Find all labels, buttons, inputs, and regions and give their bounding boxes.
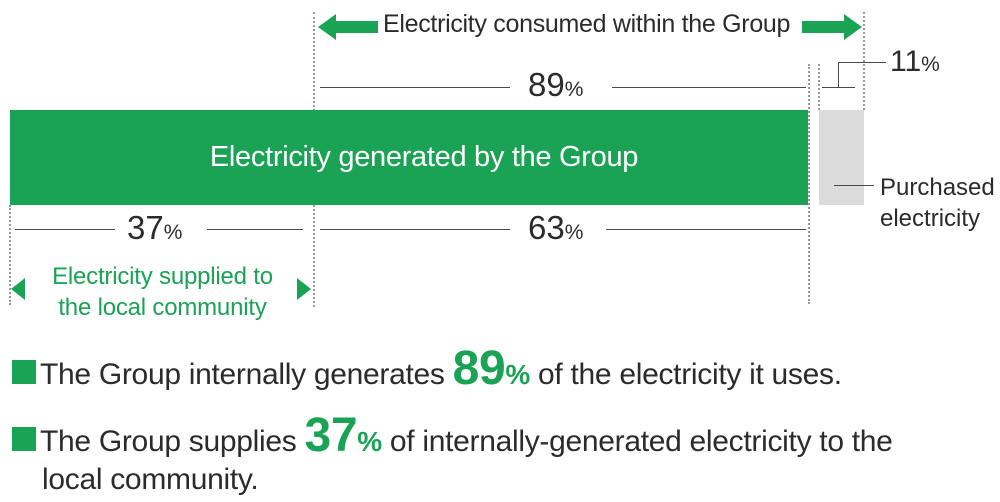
- bullet-square-icon: [12, 427, 36, 451]
- community-span-line-left: [15, 229, 115, 230]
- community-span-line-right: [207, 229, 303, 230]
- guide-line-left: [9, 205, 11, 305]
- guide-line-right: [863, 12, 865, 110]
- purchased-span-line: [822, 87, 855, 88]
- generated-electricity-bar: Electricity generated by the Group: [10, 110, 808, 205]
- consumed-percentage: 89%: [528, 66, 584, 103]
- purchased-electricity-label: Purchased electricity: [880, 174, 995, 232]
- generated-electricity-label: Electricity generated by the Group: [209, 141, 639, 173]
- consumed-span-line-right: [612, 87, 806, 88]
- community-supply-label: Electricity supplied to the local commun…: [52, 263, 273, 321]
- guide-line-purch-start: [818, 64, 820, 110]
- internal-span-line-right: [606, 229, 806, 230]
- purchased-percentage: 11%: [890, 45, 940, 78]
- consumed-right-arrow-icon: [802, 14, 862, 40]
- purchased-callout-horizontal: [838, 62, 886, 63]
- bullet-square-icon: [12, 360, 36, 384]
- consumed-left-arrow-icon: [318, 14, 378, 40]
- community-left-arrow-icon: [11, 278, 25, 300]
- statement-community-supply: The Group supplies 37% of internally-gen…: [12, 412, 893, 499]
- community-percentage: 37%: [127, 209, 183, 246]
- purchased-leader-line: [834, 185, 874, 186]
- purchased-callout-vertical: [838, 62, 839, 87]
- consumed-within-group-label: Electricity consumed within the Group: [383, 10, 791, 38]
- statement-internal-generation: The Group internally generates 89% of th…: [12, 345, 842, 393]
- internal-span-line-left: [320, 229, 510, 230]
- community-right-arrow-icon: [297, 278, 311, 300]
- guide-line-gen-end: [808, 64, 810, 304]
- purchased-electricity-bar: [819, 110, 864, 205]
- internal-use-percentage: 63%: [528, 209, 584, 246]
- consumed-span-line-left: [320, 87, 510, 88]
